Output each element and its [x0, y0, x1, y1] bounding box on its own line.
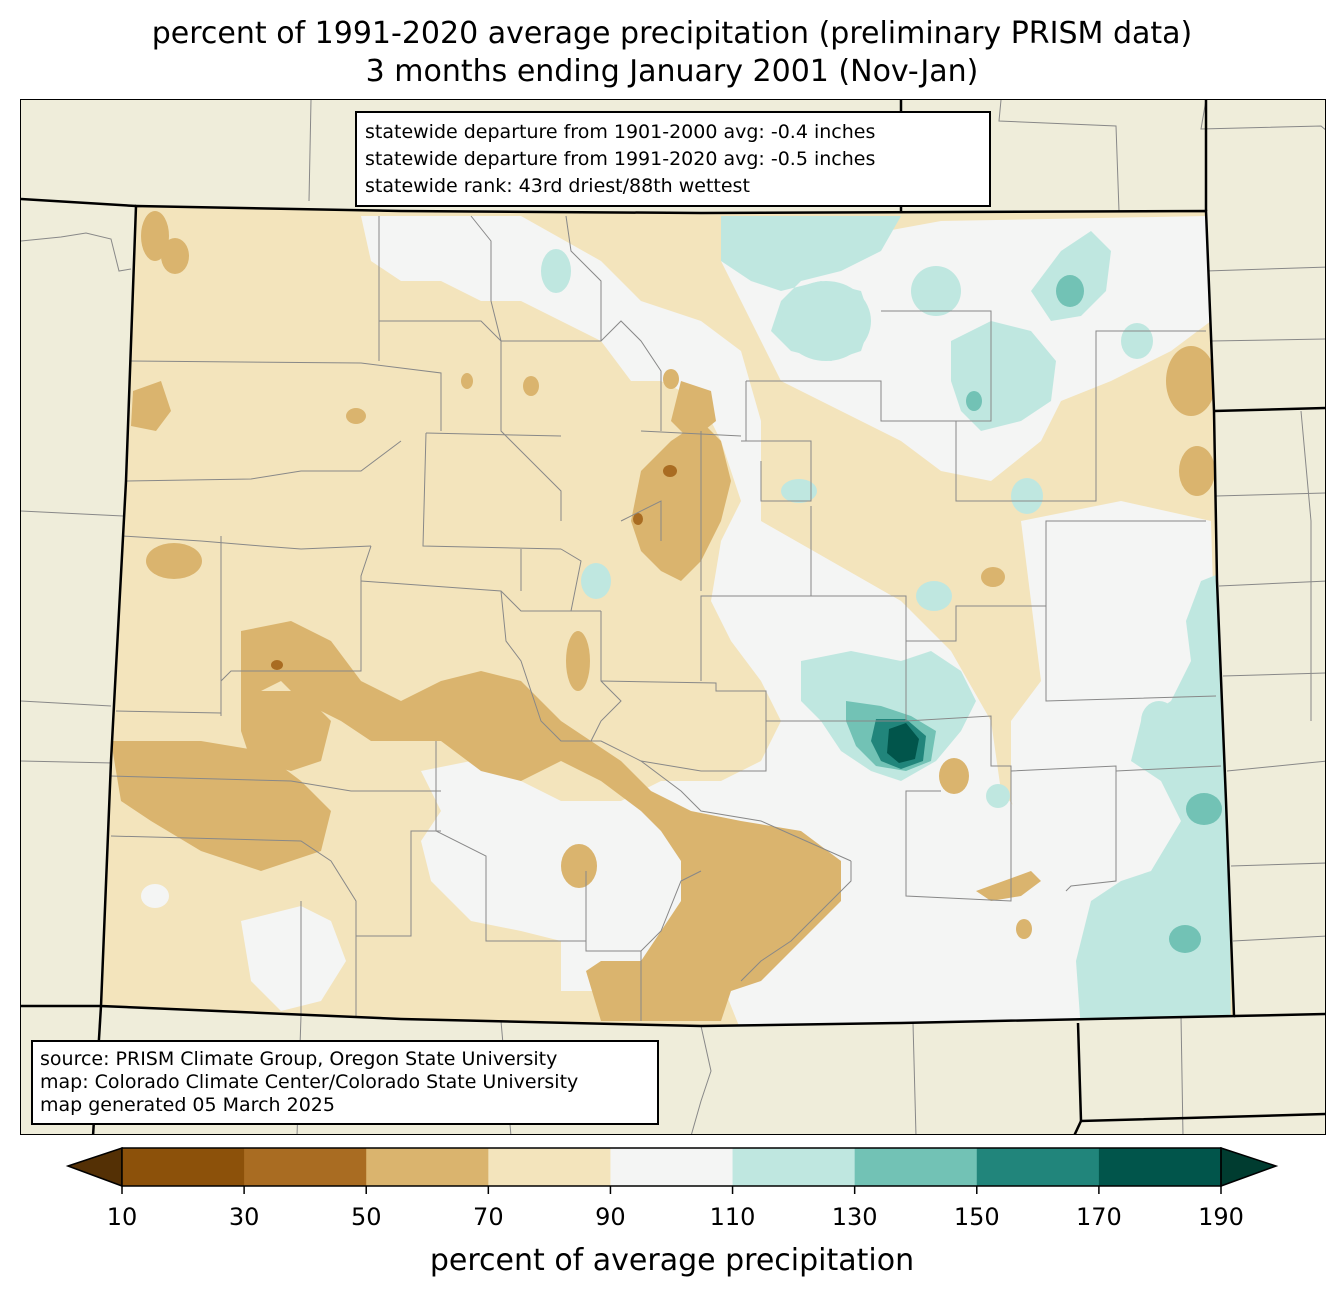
colorbar-segment — [244, 1148, 367, 1186]
stats-line-3: statewide rank: 43rd driest/88th wettest — [365, 175, 750, 197]
colorbar-segment — [366, 1148, 489, 1186]
colorbar-label: percent of average precipitation — [429, 1243, 915, 1278]
colorbar-under-arrow — [65, 1146, 123, 1188]
colorbar-segment — [488, 1148, 611, 1186]
county-lines — [110, 215, 1222, 1021]
colorbar — [65, 1146, 1279, 1194]
colorbar-tick-label: 50 — [350, 1203, 382, 1231]
colorbar-tick-label: 70 — [473, 1203, 504, 1231]
colorbar-segment — [732, 1148, 856, 1186]
colorbar-tick-label: 110 — [709, 1203, 756, 1231]
colorbar-tick-label: 30 — [228, 1203, 260, 1231]
map-title-line-2: 3 months ending January 2001 (Nov-Jan) — [365, 54, 979, 89]
state-boundaries — [21, 100, 1325, 1134]
stats-line-1: statewide departure from 1901-2000 avg: … — [365, 121, 876, 143]
map-title-line-1: percent of 1991-2020 average precipitati… — [151, 16, 1193, 51]
source-line-1: source: PRISM Climate Group, Oregon Stat… — [40, 1048, 558, 1070]
colorbar-segments — [122, 1148, 1222, 1186]
colorbar-segment — [1098, 1148, 1222, 1186]
precipitation-fill — [101, 206, 1234, 1026]
statewide-stats-box: statewide departure from 1901-2000 avg: … — [355, 111, 991, 207]
source-credit-box: source: PRISM Climate Group, Oregon Stat… — [31, 1040, 659, 1125]
colorbar-tick-label: 90 — [595, 1203, 626, 1231]
neighbor-county-lines — [21, 100, 1325, 1134]
map-frame — [20, 99, 1326, 1135]
colorbar-segment — [854, 1148, 978, 1186]
colorbar-tick-label: 10 — [106, 1203, 138, 1231]
colorbar-tick-label: 130 — [831, 1203, 878, 1231]
precipitation-map — [21, 100, 1325, 1134]
stats-line-2: statewide departure from 1991-2020 avg: … — [365, 148, 876, 170]
colorbar-tick-label: 170 — [1075, 1203, 1122, 1231]
colorbar-segment — [122, 1148, 245, 1186]
colorbar-segment — [976, 1148, 1100, 1186]
colorbar-ticks — [121, 1186, 1222, 1194]
colorbar-tick-label: 150 — [953, 1203, 1000, 1231]
source-line-2: map: Colorado Climate Center/Colorado St… — [40, 1071, 579, 1093]
colorbar-segment — [610, 1148, 734, 1186]
colorbar-over-arrow — [1220, 1146, 1279, 1188]
colorbar-tick-label: 190 — [1198, 1203, 1244, 1231]
source-line-3: map generated 05 March 2025 — [40, 1094, 335, 1116]
